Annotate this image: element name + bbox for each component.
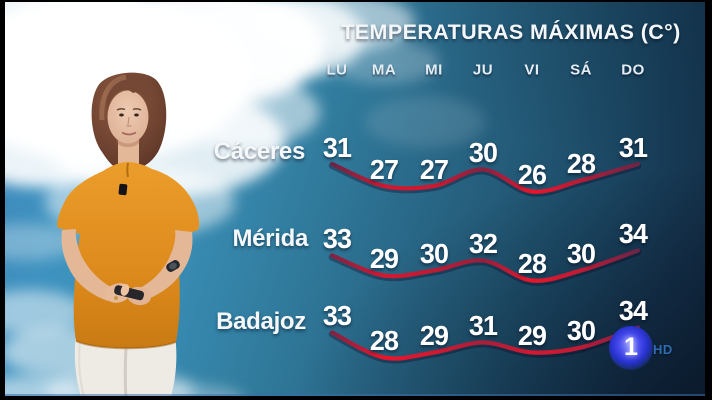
temp-value: 34: [618, 218, 648, 249]
temp-value: 26: [517, 159, 547, 190]
temp-value: 28: [369, 325, 399, 356]
day-label: MI: [425, 61, 443, 79]
city-label: Mérida: [232, 225, 308, 252]
lapel-microphone: [118, 183, 128, 196]
temp-value: 32: [468, 228, 498, 259]
temp-value: 33: [322, 223, 352, 254]
temp-value: 27: [419, 153, 449, 185]
city-label: Cáceres: [213, 138, 306, 165]
temp-value: 28: [517, 248, 547, 279]
temp-value: 34: [618, 295, 648, 326]
temp-value: 30: [419, 238, 449, 269]
temp-value: 29: [369, 243, 399, 274]
temp-value: 31: [618, 131, 648, 163]
day-label: MA: [371, 61, 397, 79]
temp-value: 31: [322, 131, 352, 163]
hd-badge: HD: [653, 342, 673, 357]
orange-top: [57, 162, 200, 349]
city-label: Badajoz: [216, 308, 306, 335]
weather-presenter: [57, 72, 200, 396]
channel-1-logo: 1: [609, 326, 653, 370]
temp-value: 28: [566, 148, 596, 179]
day-label: VI: [524, 61, 540, 79]
temp-value: 29: [419, 320, 449, 351]
ring: [114, 296, 118, 300]
day-label: JU: [472, 61, 494, 79]
temp-value: 30: [566, 315, 596, 346]
channel-1-icon: 1: [624, 332, 638, 361]
day-label: LU: [326, 61, 348, 79]
weather-broadcast-screen: TEMPERATURAS MÁXIMAS (C°) LU MA MI JU VI SÁ DO…: [5, 2, 705, 396]
temp-value: 33: [322, 300, 352, 331]
arms: [61, 229, 193, 301]
chart-title: TEMPERATURAS MÁXIMAS (C°): [341, 20, 681, 44]
day-label: SÁ: [570, 61, 592, 79]
hair-fringe: [106, 74, 154, 112]
hands: [105, 283, 151, 306]
neck: [118, 136, 139, 166]
collar-notch: [126, 162, 129, 178]
temp-value: 30: [566, 238, 596, 269]
temp-value: 30: [468, 137, 498, 168]
temp-value: 27: [369, 153, 399, 185]
day-label: DO: [621, 61, 645, 79]
face: [107, 90, 149, 144]
wrist-watch: [166, 260, 180, 272]
temp-value: 29: [517, 320, 547, 351]
temp-value: 31: [468, 310, 498, 341]
